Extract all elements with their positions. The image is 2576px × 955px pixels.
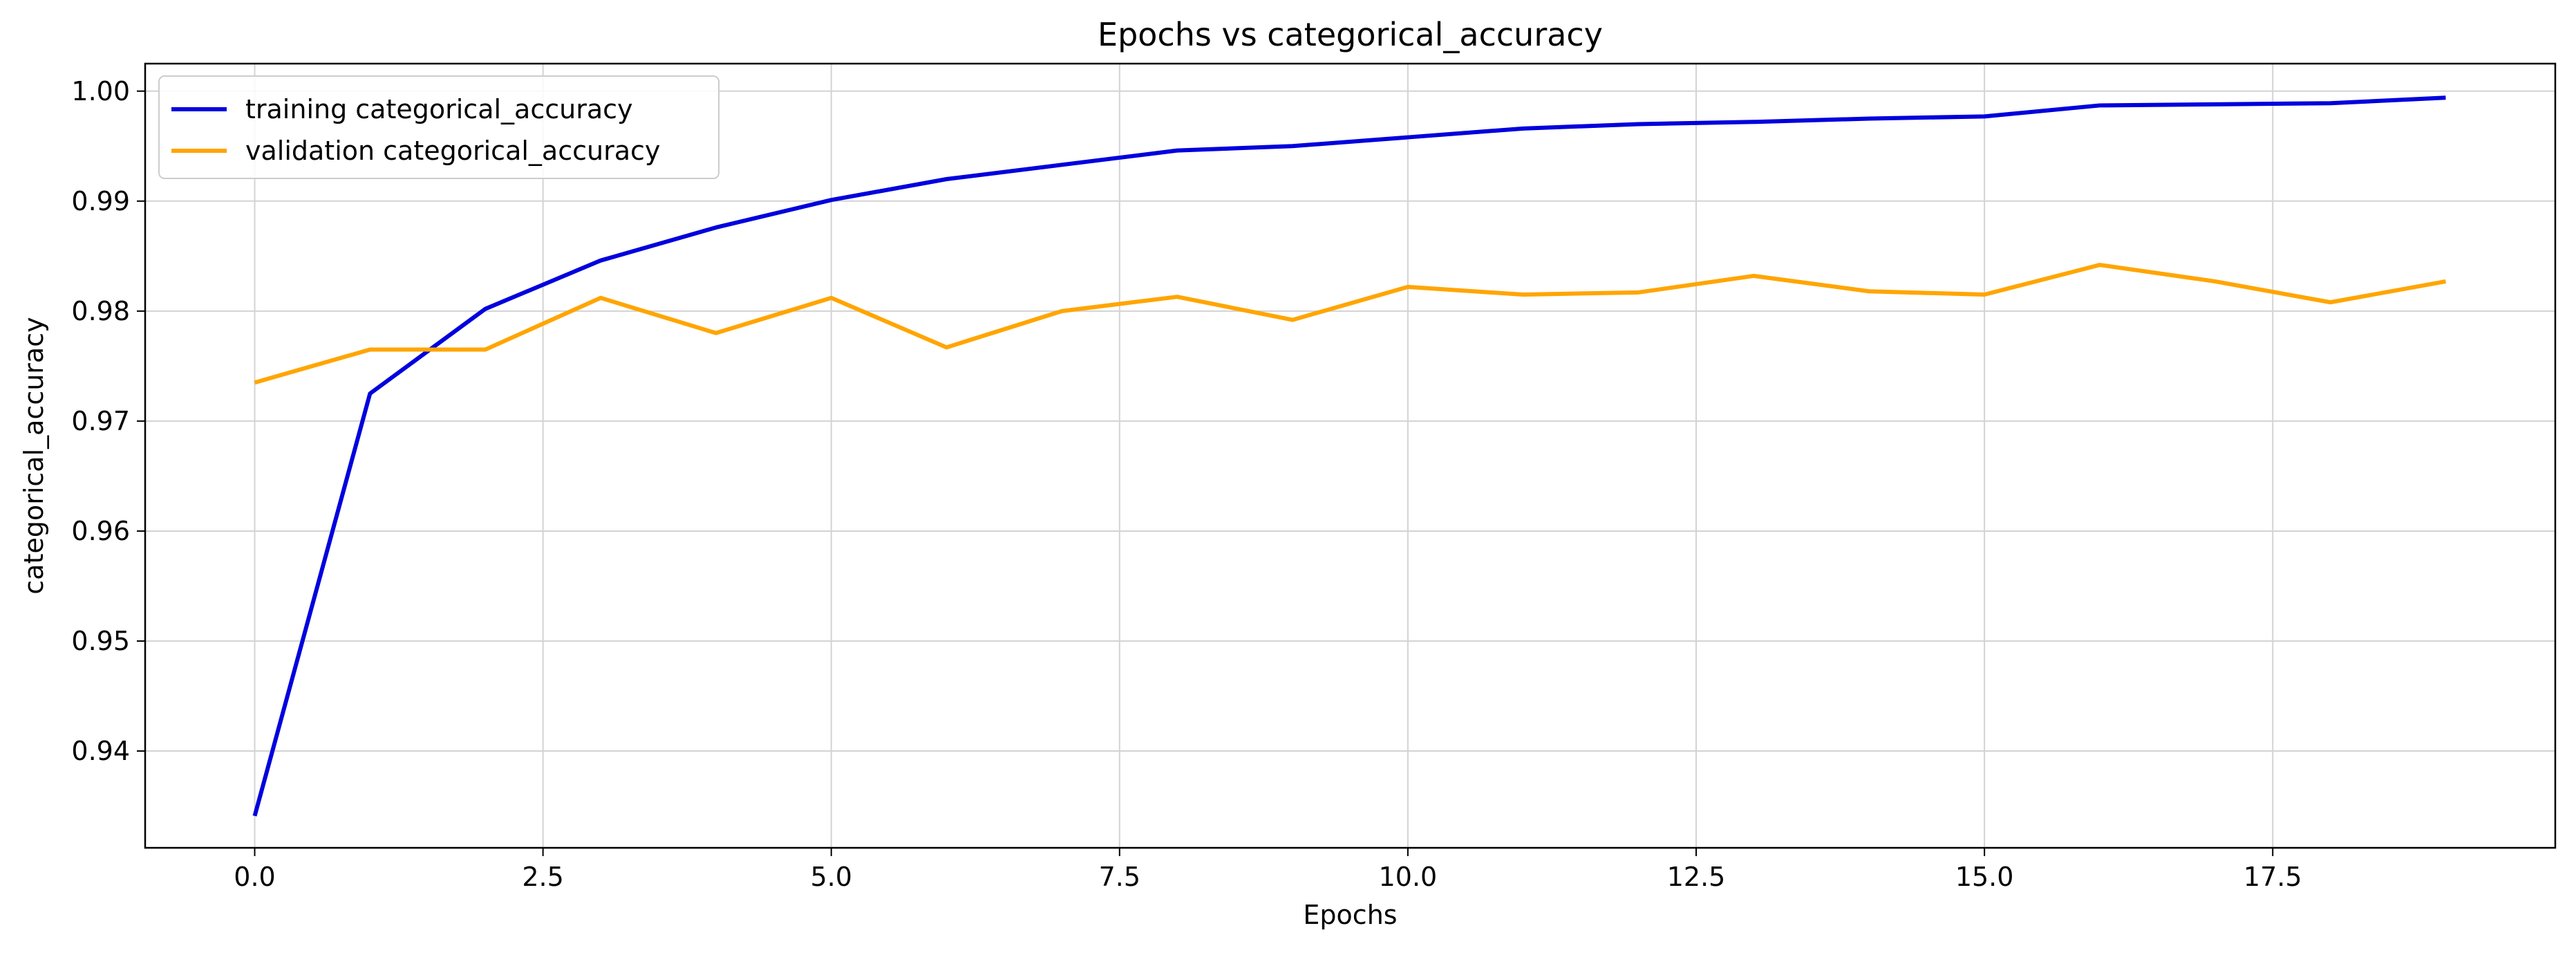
x-tick-label: 5.0 — [810, 862, 852, 892]
chart-title: Epochs vs categorical_accuracy — [1098, 16, 1603, 53]
legend: training categorical_accuracy validation … — [158, 75, 720, 179]
legend-box — [158, 75, 720, 179]
plot-frame — [144, 62, 2557, 849]
y-tick-label: 0.97 — [71, 406, 130, 436]
x-tick-label: 0.0 — [234, 862, 275, 892]
y-tick-label: 0.95 — [71, 626, 130, 656]
y-tick-label: 1.00 — [71, 76, 130, 106]
legend-label: training categorical_accuracy — [245, 94, 632, 124]
y-tick-label: 0.94 — [71, 736, 130, 766]
series-line-training — [252, 95, 2446, 817]
x-tick-label: 17.5 — [2244, 862, 2302, 892]
grid — [145, 64, 2555, 848]
x-axis-title: Epochs — [1303, 900, 1397, 930]
y-tick-label: 0.96 — [71, 516, 130, 546]
x-tick-label: 12.5 — [1667, 862, 1726, 892]
series-line-validation — [254, 263, 2447, 385]
x-tick-label: 2.5 — [522, 862, 563, 892]
legend-label: validation categorical_accuracy — [245, 136, 660, 166]
y-axis-title: categorical_accuracy — [19, 317, 49, 594]
y-tick-label: 0.98 — [71, 296, 130, 326]
x-tick-label: 15.0 — [1955, 862, 2014, 892]
axis-ticks: 0.0 2.5 5.0 7.5 10.0 12.5 15.0 17.5 0.94 0.95 0.96… — [71, 76, 2302, 892]
series-lines — [252, 95, 2447, 817]
x-tick-label: 7.5 — [1099, 862, 1140, 892]
x-tick-label: 10.0 — [1379, 862, 1438, 892]
y-tick-label: 0.99 — [71, 186, 130, 216]
